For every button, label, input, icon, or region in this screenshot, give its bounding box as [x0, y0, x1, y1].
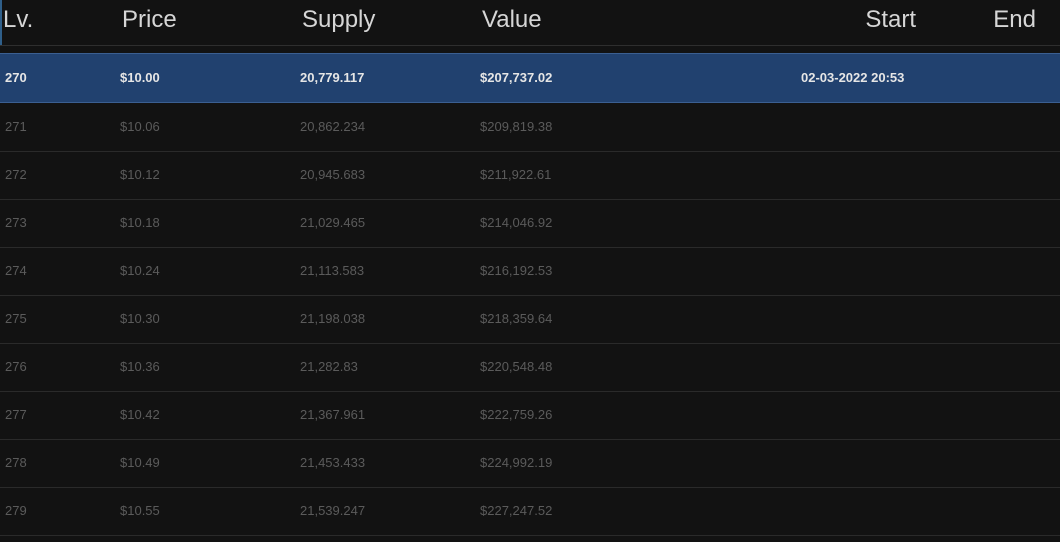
- column-header-value[interactable]: Value: [482, 6, 542, 33]
- cell-value: $227,247.52: [480, 503, 553, 518]
- table-row[interactable]: 275 $10.30 21,198.038 $218,359.64: [0, 295, 1060, 344]
- cell-lv: 277: [5, 407, 27, 422]
- cell-lv: 271: [5, 119, 27, 134]
- table-row-selected[interactable]: 270 $10.00 20,779.117 $207,737.02 02-03-…: [0, 53, 1060, 103]
- cell-price: $10.24: [120, 263, 160, 278]
- cell-price: $10.12: [120, 167, 160, 182]
- cell-price: $10.42: [120, 407, 160, 422]
- cell-value: $222,759.26: [480, 407, 553, 422]
- cell-price: $10.55: [120, 503, 160, 518]
- cell-lv: 273: [5, 215, 27, 230]
- cell-supply: 20,862.234: [300, 119, 366, 134]
- table-row[interactable]: 271 $10.06 20,862.234 $209,819.38: [0, 103, 1060, 152]
- cell-value: $211,922.61: [480, 167, 552, 182]
- cell-lv: 270: [5, 70, 27, 85]
- cell-value: $209,819.38: [480, 119, 553, 134]
- cell-supply: 21,367.961: [300, 407, 366, 422]
- cell-value: $224,992.19: [480, 455, 553, 470]
- cell-lv: 272: [5, 167, 27, 182]
- header-accent-bar: [0, 0, 2, 45]
- cell-supply: 21,113.583: [300, 263, 365, 278]
- cell-price: $10.00: [120, 70, 160, 85]
- cell-price: $10.36: [120, 359, 160, 374]
- table-row[interactable]: 279 $10.55 21,539.247 $227,247.52: [0, 487, 1060, 536]
- cell-supply: 20,945.683: [300, 167, 366, 182]
- cell-start: 02-03-2022 20:53: [801, 70, 905, 85]
- cell-lv: 276: [5, 359, 27, 374]
- table-row[interactable]: 277 $10.42 21,367.961 $222,759.26: [0, 391, 1060, 440]
- cell-price: $10.30: [120, 311, 160, 326]
- cell-value: $207,737.02: [480, 70, 553, 85]
- cell-supply: 21,453.433: [300, 455, 366, 470]
- cell-value: $216,192.53: [480, 263, 553, 278]
- table-row[interactable]: 273 $10.18 21,029.465 $214,046.92: [0, 199, 1060, 248]
- column-header-lv[interactable]: Lv.: [3, 6, 34, 33]
- cell-supply: 21,029.465: [300, 215, 366, 230]
- cell-price: $10.18: [120, 215, 160, 230]
- table-row[interactable]: 274 $10.24 21,113.583 $216,192.53: [0, 247, 1060, 296]
- column-header-price[interactable]: Price: [122, 6, 177, 33]
- cell-value: $218,359.64: [480, 311, 553, 326]
- cell-lv: 278: [5, 455, 27, 470]
- cell-value: $220,548.48: [480, 359, 553, 374]
- cell-lv: 275: [5, 311, 27, 326]
- cell-supply: 21,539.247: [300, 503, 366, 518]
- cell-lv: 274: [5, 263, 27, 278]
- cell-price: $10.06: [120, 119, 160, 134]
- column-header-supply[interactable]: Supply: [302, 6, 376, 33]
- cell-supply: 21,198.038: [300, 311, 366, 326]
- cell-price: $10.49: [120, 455, 160, 470]
- cell-supply: 21,282.83: [300, 359, 358, 374]
- column-header-start[interactable]: Start: [865, 6, 916, 33]
- table-row[interactable]: 278 $10.49 21,453.433 $224,992.19: [0, 439, 1060, 488]
- table-header: Lv. Price Supply Value Start End: [0, 0, 1060, 46]
- column-header-end[interactable]: End: [993, 6, 1036, 33]
- table-row[interactable]: 272 $10.12 20,945.683 $211,922.61: [0, 151, 1060, 200]
- table-row[interactable]: 276 $10.36 21,282.83 $220,548.48: [0, 343, 1060, 392]
- cell-lv: 279: [5, 503, 27, 518]
- cell-supply: 20,779.117: [300, 70, 365, 85]
- cell-value: $214,046.92: [480, 215, 553, 230]
